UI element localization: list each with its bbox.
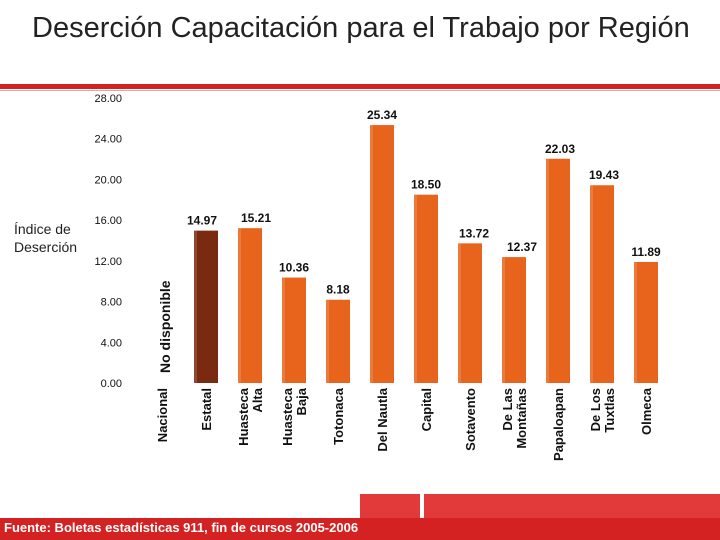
x-tick-label: De Los: [588, 388, 603, 431]
data-label: 10.36: [279, 261, 309, 275]
data-label: 22.03: [545, 142, 575, 156]
y-tick-label: 16.00: [94, 215, 122, 227]
x-tick-label: Del Nautla: [375, 387, 390, 451]
bar: [370, 125, 394, 383]
x-tick-label: Huasteca: [236, 387, 251, 446]
y-tick-label: 20.00: [94, 174, 122, 186]
data-label: 8.18: [326, 283, 350, 297]
x-tick-label: Capital: [419, 388, 434, 431]
x-tick-label: Sotavento: [463, 388, 478, 451]
bar-highlight: [238, 228, 241, 383]
bar-highlight: [590, 185, 593, 383]
title-divider: [0, 84, 720, 89]
data-label: 14.97: [187, 214, 217, 228]
y-tick-label: 0.00: [101, 378, 122, 390]
bar-highlight: [282, 277, 285, 383]
bar: [414, 194, 438, 383]
y-tick-label: 4.00: [101, 337, 122, 349]
page-title: Deserción Capacitación para el Trabajo p…: [32, 12, 690, 44]
title-divider-thin: [0, 90, 720, 91]
x-tick-label: Tuxtlas: [602, 388, 617, 433]
x-tick-label: Papaloapan: [551, 388, 566, 461]
decorative-block-right: [424, 494, 720, 518]
bar: [502, 257, 526, 383]
bar-highlight: [458, 243, 461, 383]
x-tick-label: Estatal: [199, 388, 214, 431]
bar: [326, 299, 350, 383]
x-tick-label: Olmeca: [639, 387, 654, 435]
bar-highlight: [634, 261, 637, 383]
y-tick-label: 8.00: [101, 297, 122, 309]
x-tick-label: Nacional: [155, 388, 170, 442]
bar-highlight: [370, 125, 373, 383]
source-note: Fuente: Boletas estadísticas 911, fin de…: [4, 520, 359, 535]
bar: [194, 230, 218, 383]
bar: [282, 277, 306, 383]
data-label: 12.37: [507, 240, 537, 254]
y-tick-label: 12.00: [94, 256, 122, 268]
x-tick-label: Baja: [294, 387, 309, 415]
data-label: 18.50: [411, 178, 441, 192]
y-tick-label: 28.00: [94, 93, 122, 105]
y-axis-title: Índice de Deserción: [14, 221, 78, 255]
bar: [458, 243, 482, 383]
x-tick-label: De Las: [500, 388, 515, 431]
bar-highlight: [414, 194, 417, 383]
data-label: 15.21: [241, 211, 271, 225]
bar: [634, 261, 658, 383]
data-label: 13.72: [459, 226, 489, 240]
bar: [238, 228, 262, 383]
not-available-annotation: No disponible: [157, 280, 173, 373]
data-label: 19.43: [589, 168, 619, 182]
bar: [546, 158, 570, 383]
x-tick-label: Montañas: [514, 388, 529, 449]
y-tick-label: 24.00: [94, 134, 122, 146]
footer-bar: [0, 518, 720, 540]
bar-highlight: [546, 158, 549, 383]
bar: [590, 185, 614, 383]
bar-highlight: [326, 299, 329, 383]
data-label: 11.89: [631, 245, 661, 259]
x-tick-label: Totonaca: [331, 387, 346, 445]
x-tick-label: Alta: [250, 387, 265, 412]
bar-highlight: [502, 257, 505, 383]
decorative-block-left: [360, 494, 420, 518]
bar-highlight: [194, 230, 197, 383]
data-label: 25.34: [367, 108, 397, 122]
x-tick-label: Huasteca: [280, 387, 295, 446]
